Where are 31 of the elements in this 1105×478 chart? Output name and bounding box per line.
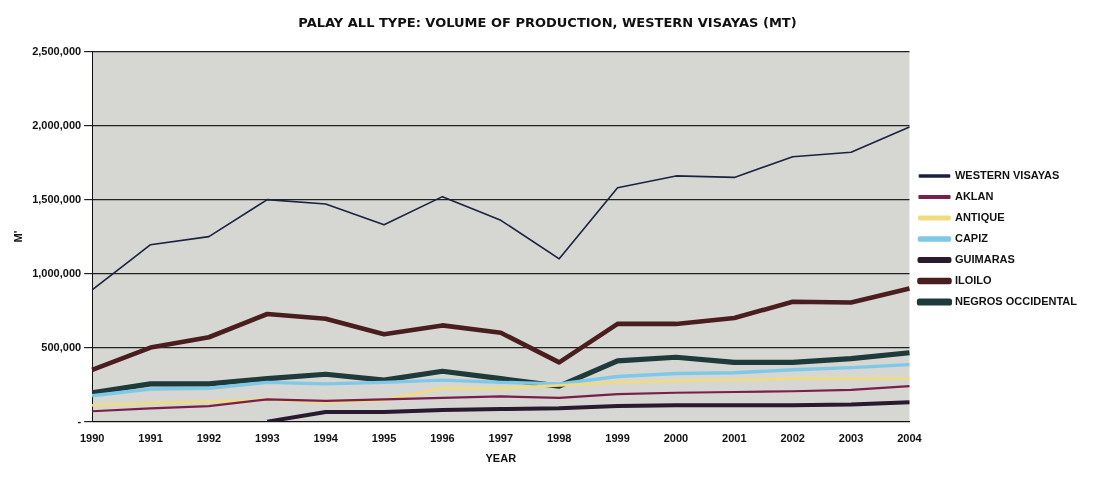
x-tick-label: 1999 (605, 432, 630, 445)
x-tick-label: 1993 (255, 432, 280, 445)
x-tick-label: 1995 (371, 432, 397, 445)
legend-label: WESTERN VISAYAS (954, 169, 1060, 182)
y-tick-label: 2,000,000 (32, 118, 82, 131)
x-tick-label: 1998 (546, 432, 572, 445)
x-tick-label: 2002 (780, 432, 805, 445)
chart-title: PALAY ALL TYPE: VOLUME OF PRODUCTION, WESTERN VISAYAS (MT) (298, 15, 797, 31)
y-tick-label: 2,500,000 (32, 44, 82, 57)
x-tick-label: 2003 (838, 432, 864, 445)
legend-label: ANTIQUE (954, 211, 1005, 224)
legend-label: GUIMARAS (954, 253, 1015, 266)
x-axis-title: YEAR (485, 452, 517, 465)
x-tick-label: 2004 (897, 432, 923, 445)
legend-label: NEGROS OCCIDENTAL (954, 295, 1078, 308)
x-tick-label: 1991 (138, 432, 163, 445)
legend-label: ILOILO (954, 274, 993, 287)
x-tick-label: 1996 (430, 432, 455, 445)
y-tick-label: - (77, 414, 82, 427)
x-tick-label: 1990 (79, 432, 105, 445)
y-tick-label: 1,500,000 (32, 192, 82, 205)
y-tick-label: 500,000 (41, 340, 82, 353)
legend-label: AKLAN (954, 190, 994, 203)
legend-label: CAPIZ (954, 232, 989, 245)
x-tick-label: 1994 (313, 432, 339, 445)
x-tick-label: 2000 (663, 432, 689, 445)
x-tick-label: 1997 (488, 432, 514, 445)
x-tick-label: 1992 (196, 432, 222, 445)
y-tick-label: 1,000,000 (32, 266, 82, 279)
y-axis-title: M' (11, 230, 24, 243)
x-tick-label: 2001 (722, 432, 747, 445)
